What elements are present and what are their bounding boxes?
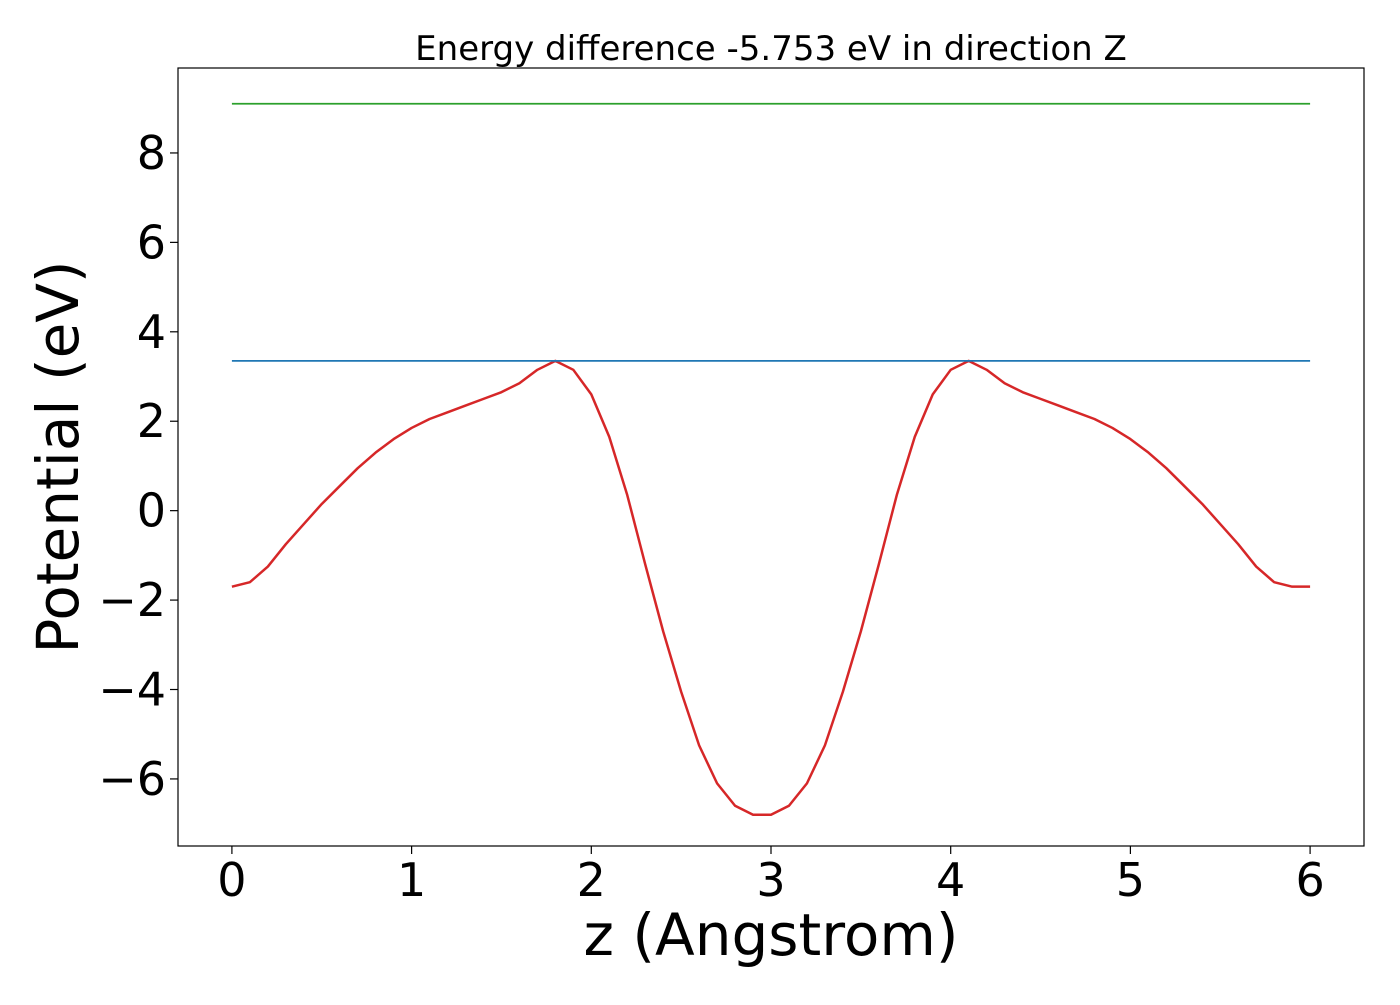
x-tick-label: 3 — [756, 853, 785, 907]
y-tick-label: −6 — [98, 752, 166, 806]
y-axis-ticks: −6 −4 −2 0 2 4 6 8 — [98, 126, 178, 806]
y-tick-label: 2 — [137, 394, 166, 448]
x-axis-label: z (Angstrom) — [584, 901, 959, 969]
x-tick-label: 0 — [217, 853, 246, 907]
y-tick-label: 4 — [137, 305, 166, 359]
x-axis-ticks: 0 1 2 3 4 5 6 — [217, 846, 1325, 907]
y-tick-label: 8 — [137, 126, 166, 180]
y-tick-label: −2 — [98, 573, 166, 627]
x-tick-label: 5 — [1116, 853, 1145, 907]
chart-title: Energy difference -5.753 eV in direction… — [415, 29, 1127, 69]
x-tick-label: 6 — [1295, 853, 1324, 907]
y-tick-label: 6 — [137, 215, 166, 269]
y-axis-label: Potential (eV) — [24, 260, 92, 653]
series-line-1 — [231, 359, 1311, 816]
y-tick-label: −4 — [98, 663, 166, 717]
plot-frame — [177, 67, 1365, 847]
x-tick-label: 2 — [577, 853, 606, 907]
x-tick-label: 1 — [397, 853, 426, 907]
series-layer — [231, 102, 1311, 816]
x-tick-label: 4 — [936, 853, 965, 907]
y-tick-label: 0 — [137, 484, 166, 538]
